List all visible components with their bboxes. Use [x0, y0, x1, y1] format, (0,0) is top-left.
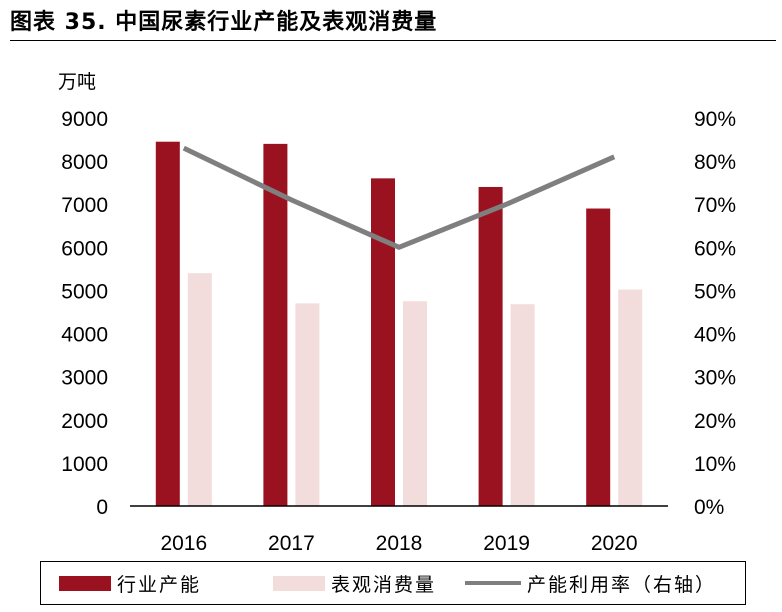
figure-title: 图表 35. 中国尿素行业产能及表观消费量	[10, 10, 438, 35]
left-axis-ticks: 0 1000 2000 3000 4000 5000 6000 7000 8000 9000	[61, 108, 108, 519]
left-tick-label: 2000	[61, 410, 108, 433]
left-tick-label: 3000	[61, 367, 108, 390]
x-tick-label: 2019	[483, 532, 530, 555]
bar-consumption	[618, 289, 643, 506]
legend-swatch-utilization	[465, 581, 521, 585]
chart-area: 万吨 0 1000 2000 3000 4000 5000 6000 7000 8000 9000…	[58, 71, 736, 555]
legend-item-consumption: 表观消费量	[273, 571, 437, 596]
bar-capacity	[478, 186, 503, 506]
left-tick-label: 4000	[61, 324, 108, 347]
x-tick-label: 2016	[160, 532, 207, 555]
right-tick-label: 60%	[694, 237, 736, 260]
right-tick-label: 90%	[694, 108, 736, 131]
legend-swatch-capacity	[59, 575, 111, 591]
utilization-line-path	[182, 145, 616, 251]
left-tick-label: 5000	[61, 280, 108, 303]
bar-consumption	[510, 304, 535, 506]
left-tick-label: 6000	[61, 237, 108, 260]
right-axis-ticks: 0% 10% 20% 30% 40% 50% 60% 70% 80% 90%	[694, 108, 736, 519]
legend-label-consumption: 表观消费量	[331, 573, 437, 596]
legend-label-utilization: 产能利用率（右轴）	[527, 573, 717, 596]
bar-capacity	[586, 208, 611, 507]
x-tick-label: 2020	[591, 532, 638, 555]
legend-item-utilization: 产能利用率（右轴）	[465, 571, 717, 596]
bars	[155, 141, 643, 507]
legend-label-capacity: 行业产能	[117, 573, 202, 596]
left-axis-unit: 万吨	[58, 71, 96, 93]
legend-item-capacity: 行业产能	[59, 571, 202, 596]
legend: 行业产能 表观消费量 产能利用率（右轴）	[40, 561, 746, 605]
bar-consumption	[403, 301, 427, 506]
right-tick-label: 10%	[694, 453, 736, 476]
left-tick-label: 9000	[61, 108, 108, 131]
title-divider	[10, 40, 776, 41]
left-tick-label: 8000	[61, 151, 108, 174]
bar-consumption	[295, 303, 320, 506]
right-tick-label: 40%	[694, 324, 736, 347]
left-tick-label: 1000	[61, 453, 108, 476]
bar-capacity	[263, 143, 288, 506]
right-tick-label: 50%	[694, 280, 736, 303]
legend-swatch-consumption	[273, 575, 325, 591]
x-tick-label: 2017	[268, 532, 315, 555]
right-tick-label: 0%	[694, 496, 724, 519]
bar-capacity	[371, 178, 395, 506]
right-tick-label: 80%	[694, 151, 736, 174]
right-tick-label: 20%	[694, 410, 736, 433]
x-tick-label: 2018	[376, 532, 423, 555]
right-tick-label: 30%	[694, 367, 736, 390]
bar-capacity	[155, 141, 180, 506]
left-tick-label: 7000	[61, 194, 108, 217]
x-axis-ticks: 2016 2017 2018 2019 2020	[160, 532, 637, 555]
bar-consumption	[187, 273, 212, 506]
right-tick-label: 70%	[694, 194, 736, 217]
utilization-line	[182, 145, 616, 251]
left-tick-label: 0	[96, 496, 108, 519]
